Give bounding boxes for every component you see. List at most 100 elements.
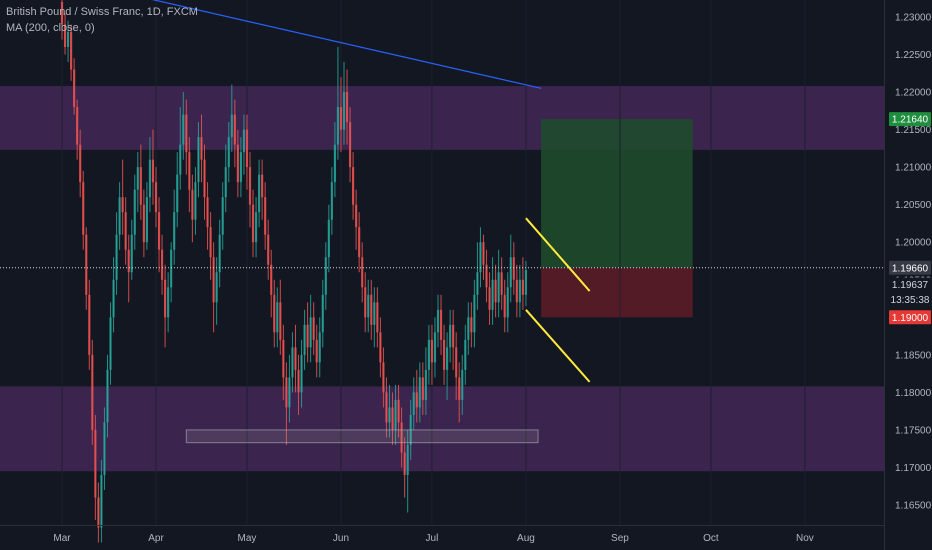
candle-body — [485, 264, 488, 288]
time-tick-label: Sep — [611, 533, 629, 544]
candle-body — [436, 309, 440, 333]
candle-body — [406, 444, 409, 475]
candle-body — [297, 369, 300, 393]
time-tick-label: Apr — [148, 533, 164, 544]
candle-body — [364, 287, 367, 318]
candle-body — [385, 392, 388, 423]
candle-body — [230, 114, 233, 138]
candle-body — [163, 279, 167, 318]
candle-body — [151, 159, 155, 183]
candle-body — [506, 287, 509, 318]
price-tick-label: 1.16500 — [895, 501, 932, 512]
candle-body — [315, 339, 318, 363]
supply-demand-zone[interactable] — [0, 86, 884, 150]
candle-body — [427, 339, 431, 370]
candle-body — [88, 294, 91, 355]
candle-body — [500, 272, 503, 295]
candle-body — [330, 182, 333, 220]
candle-body — [461, 369, 464, 400]
candle-body — [245, 129, 249, 168]
candle-body — [157, 212, 161, 250]
ma-200-line[interactable] — [32, 0, 542, 89]
price-tick-label: 1.18500 — [895, 350, 932, 361]
candle-body — [94, 429, 97, 498]
countdown-badge-bg — [889, 292, 931, 307]
candle-body — [473, 294, 476, 333]
candle-body — [345, 92, 349, 123]
candle-body — [512, 257, 515, 280]
candle-body — [442, 339, 446, 370]
candle-body — [97, 497, 100, 528]
candle-body — [282, 339, 285, 378]
candle-body — [209, 227, 212, 258]
stop-price-badge-bg — [889, 310, 931, 325]
position-layer — [541, 119, 693, 318]
candle-body — [412, 392, 415, 415]
candle-body — [254, 212, 258, 243]
price-tick-label: 1.23000 — [895, 13, 932, 24]
candle-body — [200, 137, 203, 160]
candle-body — [445, 347, 449, 370]
time-tick-label: May — [238, 533, 257, 544]
candle-body — [136, 167, 139, 190]
candle-body — [351, 167, 355, 205]
candle-body — [391, 407, 394, 430]
crosshair-price-badge-bg — [889, 260, 931, 275]
last-price-badge-bg — [889, 277, 931, 292]
candle-body — [133, 189, 136, 235]
candle-body — [76, 107, 79, 145]
indicator-label[interactable]: MA (200, close, 0) — [6, 22, 95, 34]
channel-upper-trendline[interactable] — [525, 217, 591, 292]
candle-body — [455, 347, 458, 378]
candle-body — [176, 174, 179, 213]
candle-body — [261, 174, 264, 198]
candle-body — [267, 234, 270, 265]
symbol-title: British Pound / Swiss Franc, 1D, FXCM — [6, 6, 198, 18]
candle-body — [452, 324, 455, 348]
candle-body — [160, 249, 164, 280]
candle-body — [63, 24, 67, 48]
candles-layer — [60, 0, 528, 543]
candle-body — [361, 257, 364, 288]
candle-body — [488, 287, 491, 310]
candle-body — [321, 294, 324, 333]
candle-body — [66, 32, 70, 48]
candle-body — [376, 302, 379, 333]
base-rectangle[interactable] — [185, 429, 539, 444]
drawings-layer[interactable] — [0, 0, 884, 444]
candle-body — [191, 189, 194, 220]
candle-body — [103, 422, 106, 475]
candle-body — [424, 369, 427, 400]
candle-body — [491, 279, 494, 310]
candle-body — [273, 294, 276, 333]
candle-body — [403, 452, 406, 475]
candle-body — [458, 377, 461, 400]
target-price-badge-bg — [889, 112, 931, 127]
candle-body — [121, 197, 124, 213]
candle-body — [388, 407, 391, 423]
candle-body — [218, 234, 221, 273]
candle-body — [233, 114, 236, 145]
candle-body — [379, 332, 382, 363]
candle-body — [145, 197, 149, 243]
candle-body — [251, 204, 255, 243]
candle-body — [239, 152, 243, 183]
candle-body — [215, 272, 218, 303]
candle-body — [397, 399, 400, 423]
candle-body — [270, 264, 273, 295]
candle-body — [339, 107, 343, 130]
candle-body — [449, 324, 452, 348]
candle-body — [327, 219, 330, 258]
candle-body — [479, 242, 482, 273]
supply-demand-zone[interactable] — [0, 386, 884, 472]
take-profit-zone[interactable] — [541, 119, 693, 268]
channel-lower-trendline[interactable] — [525, 309, 591, 383]
price-tick-label: 1.17500 — [895, 425, 932, 436]
candle-body — [236, 144, 239, 183]
candle-body — [139, 167, 142, 205]
stop-loss-zone[interactable] — [541, 267, 693, 318]
candle-body — [333, 144, 337, 183]
candle-body — [167, 287, 170, 318]
candle-body — [421, 377, 424, 400]
